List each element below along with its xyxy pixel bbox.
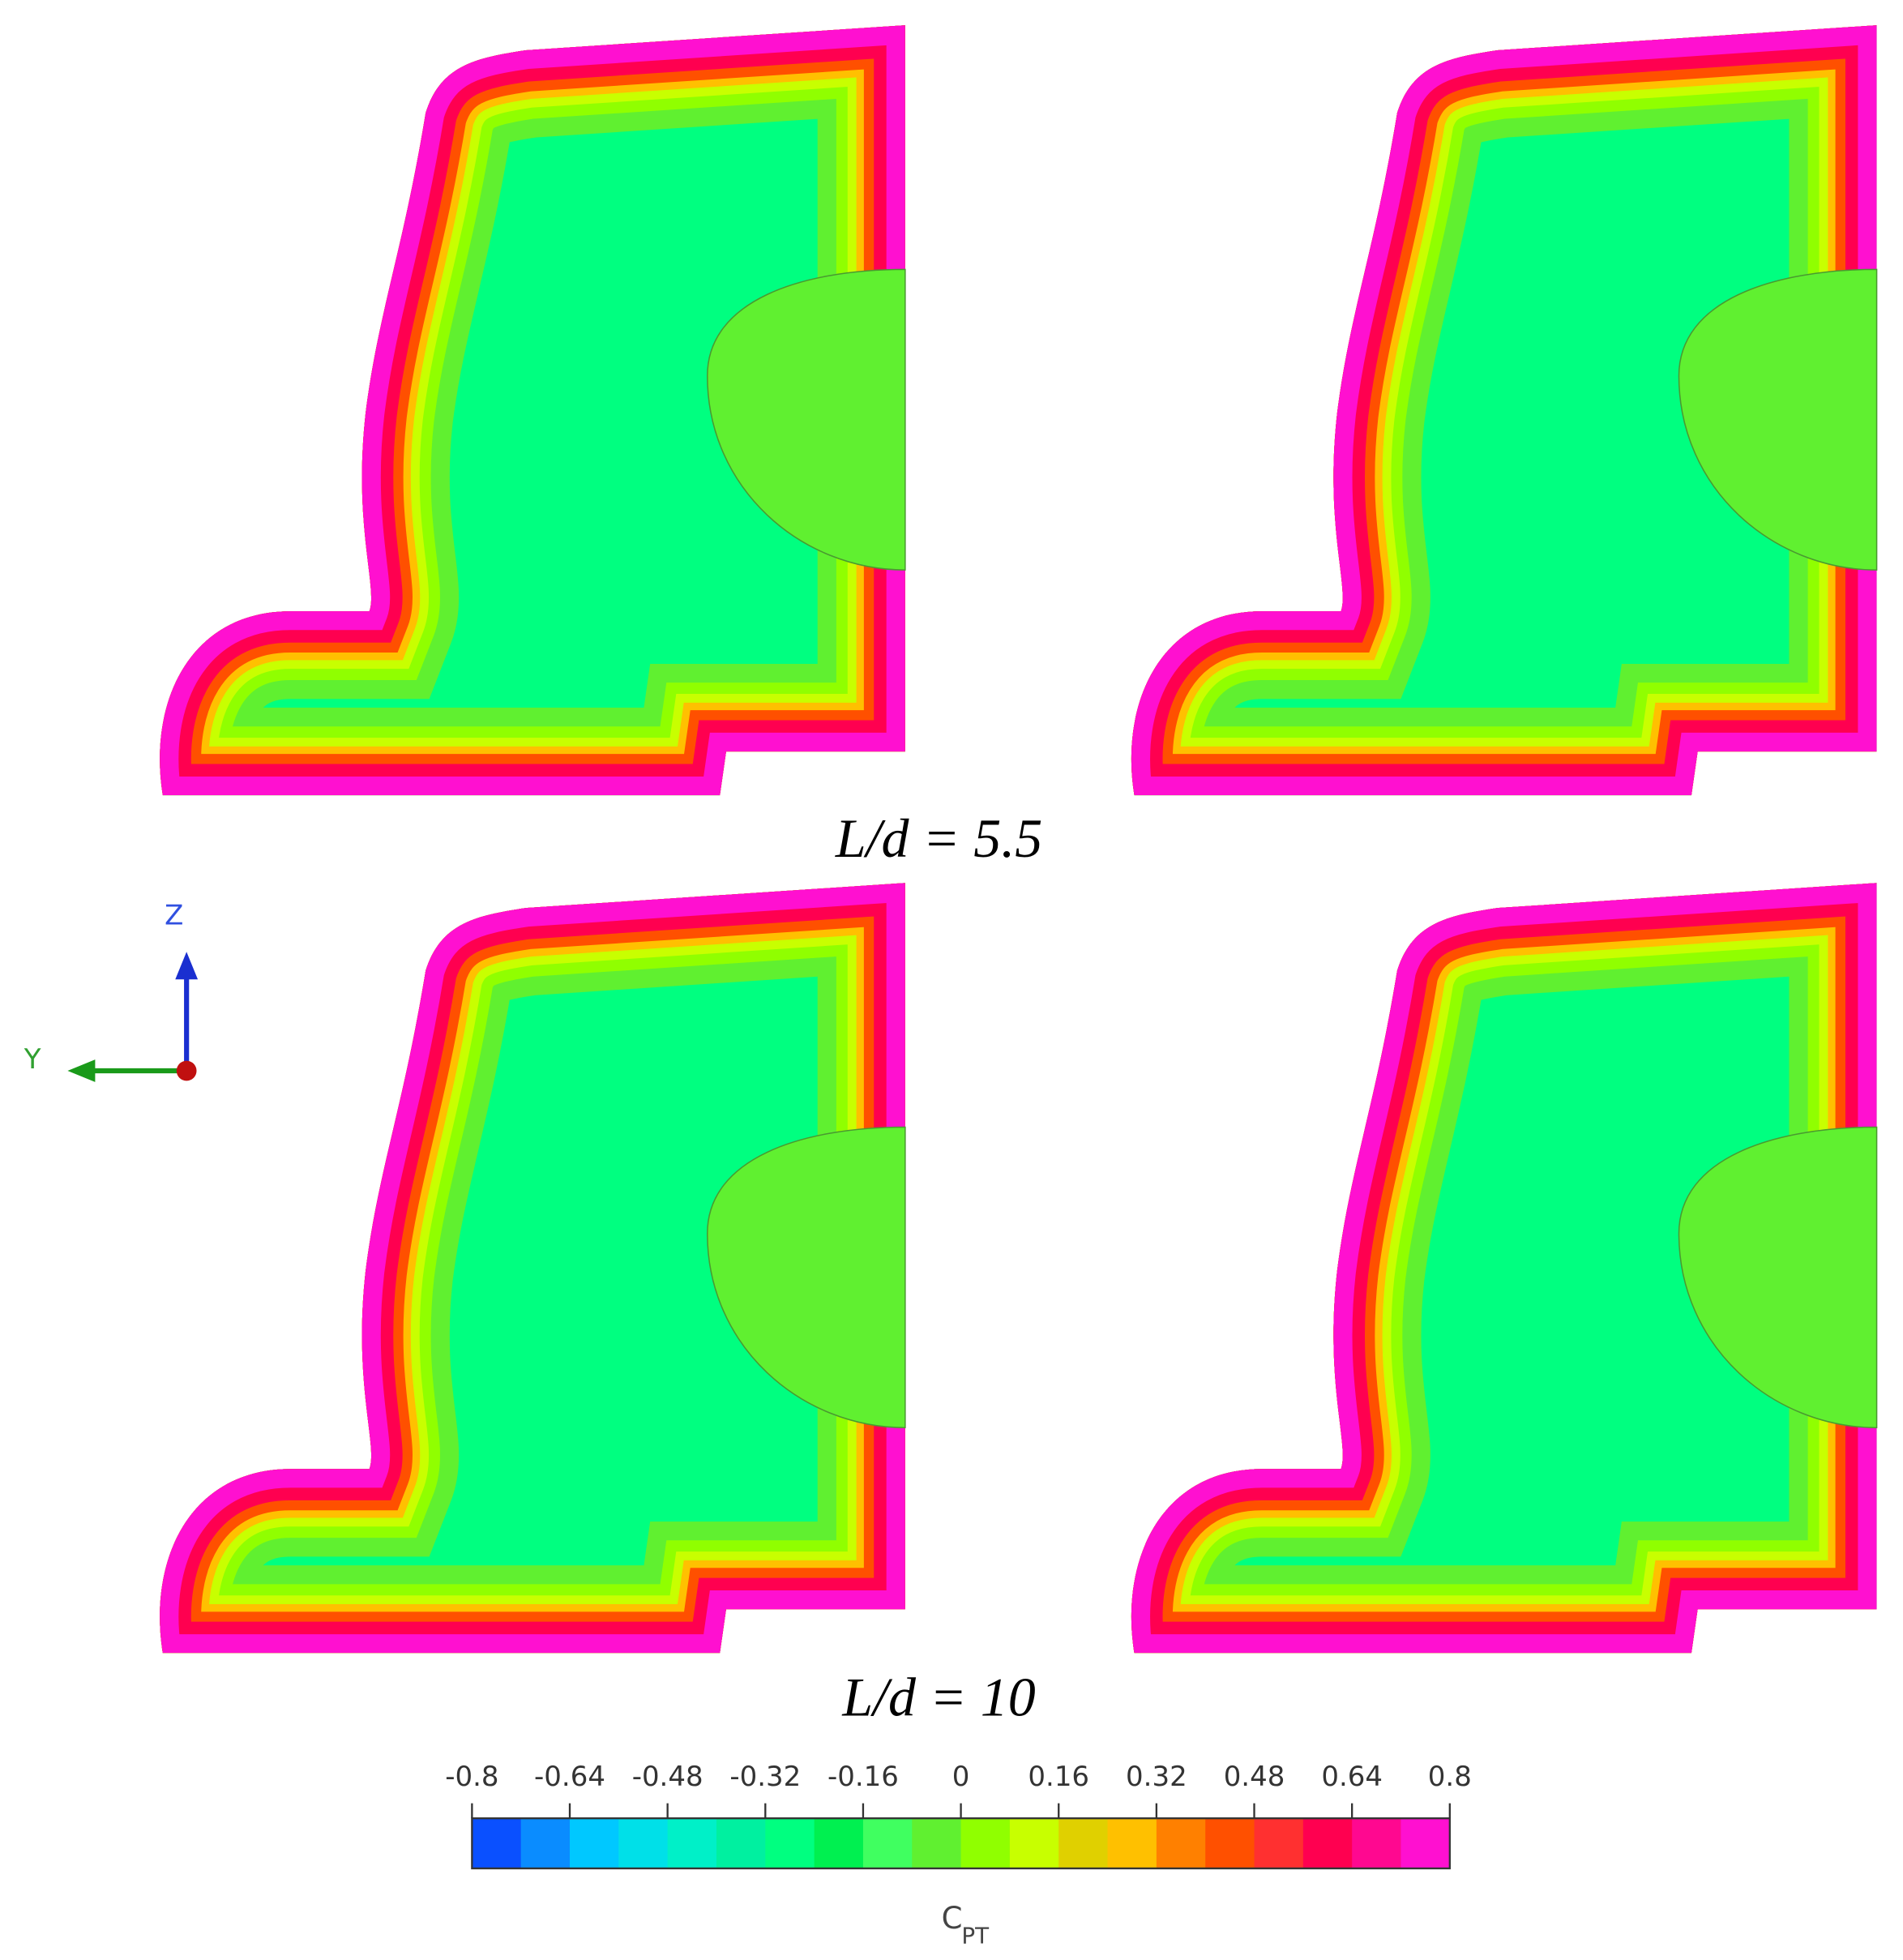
colorbar-tick-label: 0.48 — [1224, 1761, 1285, 1793]
colorbar-tick-label: -0.64 — [534, 1761, 605, 1793]
colorbar-tick-label: -0.32 — [729, 1761, 801, 1793]
axes-triad: Z Y — [24, 899, 199, 1082]
colorbar-cell — [912, 1818, 962, 1868]
colorbar-cell — [716, 1818, 767, 1868]
colorbar-cell — [814, 1818, 864, 1868]
colorbar-cell — [1107, 1818, 1157, 1868]
colorbar-cell — [1254, 1818, 1304, 1868]
colorbar-cell — [1401, 1818, 1451, 1868]
colorbar-cell — [1302, 1818, 1353, 1868]
contour-panel — [1131, 883, 1877, 1653]
colorbar-cell — [1058, 1818, 1109, 1868]
colorbar-cell — [960, 1818, 1011, 1868]
colorbar-tick-label: 0.16 — [1028, 1761, 1089, 1793]
contour-panel — [160, 25, 905, 795]
contour-panel — [1131, 25, 1877, 795]
colorbar-cell — [1009, 1818, 1060, 1868]
colorbar: -0.8 -0.64 -0.48 -0.32 -0.16 0 0.16 0.32 0.48 0.6… — [445, 1761, 1472, 1870]
axis-label: Y — [24, 1043, 41, 1076]
colorbar-label: C — [942, 1901, 963, 1936]
colorbar-tick-label: 0.64 — [1321, 1761, 1383, 1793]
axis-label: Z — [165, 899, 183, 931]
colorbar-cell — [1156, 1818, 1206, 1868]
colorbar-cell — [520, 1818, 571, 1868]
colorbar-tick-label: -0.8 — [445, 1761, 498, 1793]
colorbar-cell — [472, 1818, 522, 1868]
colorbar-tick-label: -0.48 — [632, 1761, 703, 1793]
colorbar-cell — [1352, 1818, 1402, 1868]
colorbar-label-sub: PT — [961, 1923, 990, 1949]
colorbar-tick-label: -0.16 — [827, 1761, 899, 1793]
colorbar-frame — [471, 1817, 1451, 1870]
contour-panel — [160, 883, 905, 1653]
case-label: L/d = 10 — [841, 1667, 1035, 1728]
colorbar-cell — [1205, 1818, 1255, 1868]
colorbar-tick-label: 0 — [952, 1761, 970, 1793]
colorbar-cell — [862, 1818, 913, 1868]
colorbar-cell — [618, 1818, 669, 1868]
case-label: L/d = 5.5 — [835, 807, 1042, 869]
colorbar-cell — [667, 1818, 717, 1868]
colorbar-tick-label: 0.8 — [1428, 1761, 1472, 1793]
colorbar-cell — [765, 1818, 815, 1868]
colorbar-cell — [570, 1818, 620, 1868]
colorbar-tick-label: 0.32 — [1126, 1761, 1187, 1793]
